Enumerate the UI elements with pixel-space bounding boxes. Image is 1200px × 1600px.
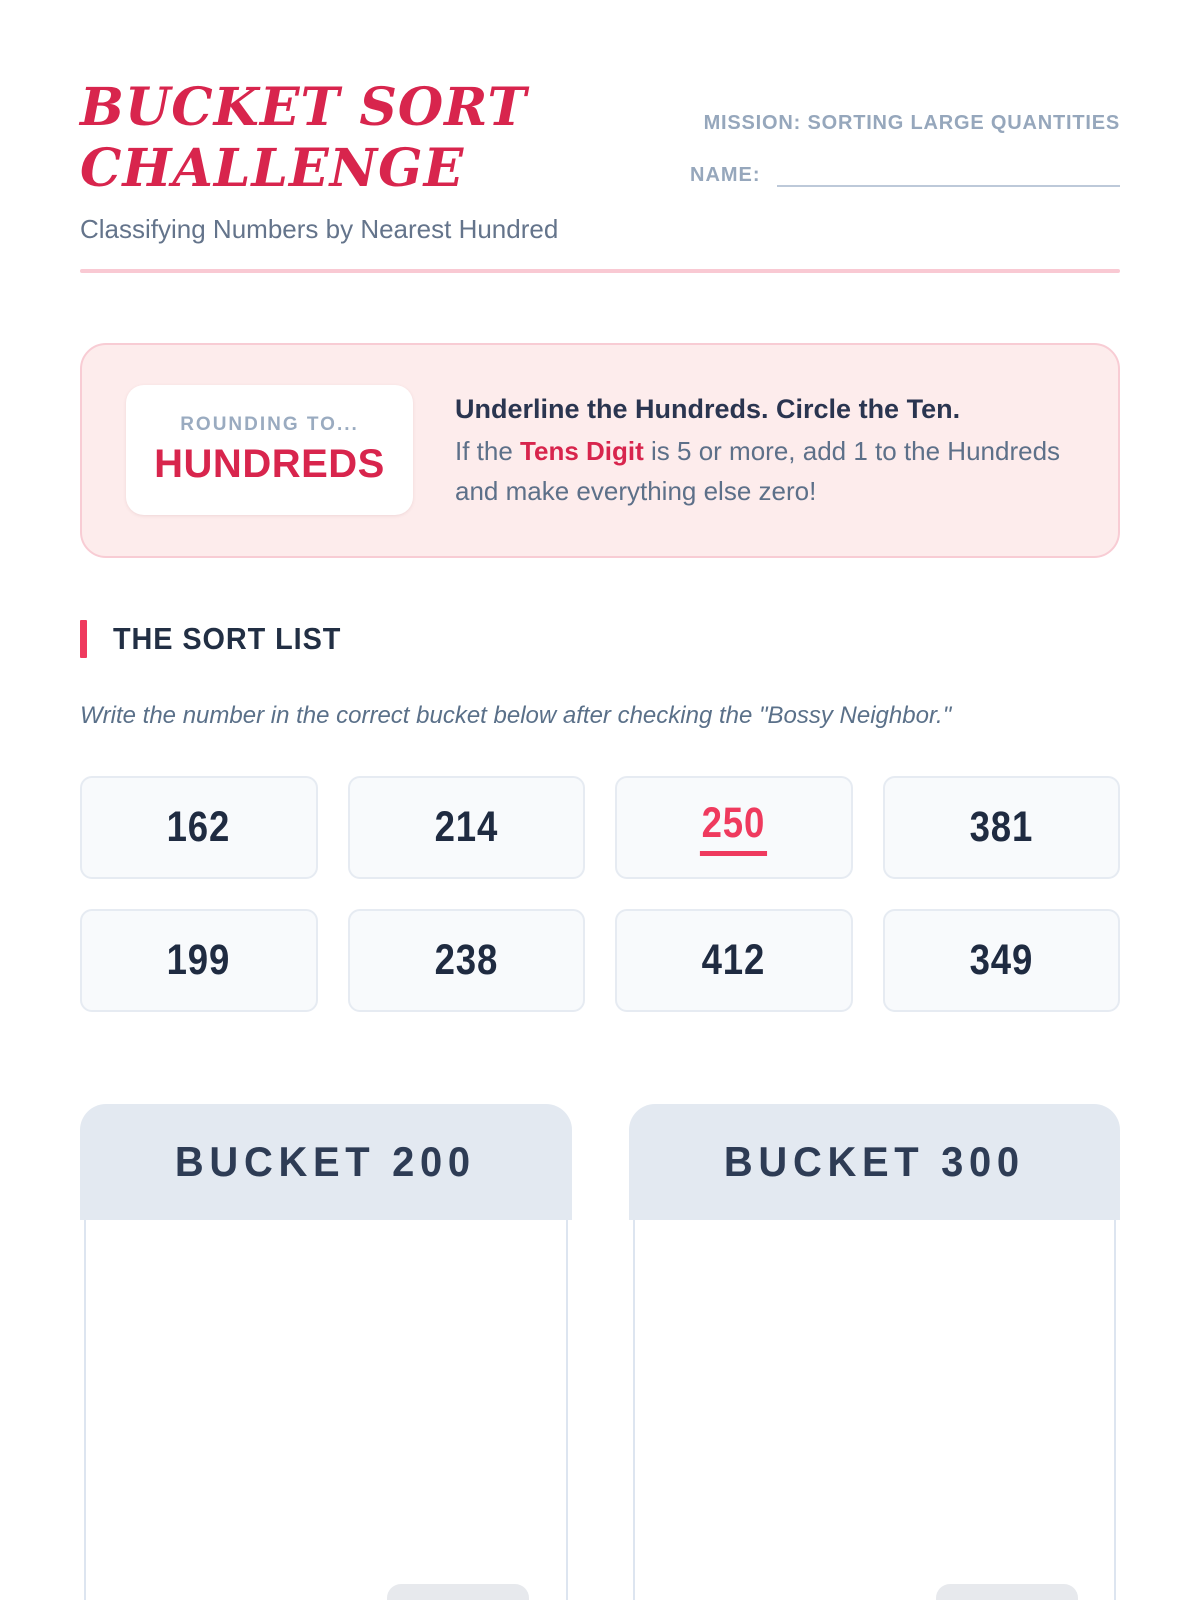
name-input-line[interactable] <box>776 161 1120 187</box>
title-block: BUCKET SORT CHALLENGE Classifying Number… <box>80 77 559 245</box>
number-value: 412 <box>701 935 766 984</box>
number-card-162[interactable]: 162 <box>80 775 318 879</box>
number-value: 238 <box>434 935 499 984</box>
page-title: BUCKET SORT CHALLENGE <box>80 77 558 200</box>
number-value: 162 <box>166 802 231 851</box>
number-card-349[interactable]: 349 <box>882 908 1120 1012</box>
instruction-headline: Underline the Hundreds. Circle the Ten. <box>455 393 961 424</box>
number-value: 214 <box>434 802 499 851</box>
bucket-300-title: BUCKET 300 <box>723 1137 1025 1185</box>
rounding-badge-title: ROUNDING TO... <box>180 413 359 435</box>
name-row: NAME: <box>690 161 1120 187</box>
buckets-row: BUCKET 200 BUCKET 300 <box>80 1103 1120 1600</box>
bucket-300: BUCKET 300 <box>628 1103 1120 1600</box>
name-label: NAME: <box>690 164 761 186</box>
number-card-412[interactable]: 412 <box>615 908 853 1012</box>
header: BUCKET SORT CHALLENGE Classifying Number… <box>80 0 1120 245</box>
rounding-badge-value: HUNDREDS <box>154 441 385 486</box>
number-grid: 162 214 250 381 199 238 412 349 <box>80 775 1120 1012</box>
number-value: 381 <box>969 802 1034 851</box>
number-value: 199 <box>166 935 231 984</box>
section-title: THE SORT LIST <box>113 620 342 656</box>
number-value: 349 <box>969 935 1034 984</box>
instruction-rule-highlight: Tens Digit <box>520 435 644 466</box>
number-card-381[interactable]: 381 <box>882 775 1120 879</box>
bucket-200-title: BUCKET 200 <box>175 1137 477 1185</box>
section-accent-bar <box>80 619 87 658</box>
page-subtitle: Classifying Numbers by Nearest Hundred <box>80 213 559 244</box>
instruction-rule-suffix: is 5 or more, add 1 to the Hundreds and … <box>455 435 1061 507</box>
instruction-rule-prefix: If the <box>455 435 521 466</box>
rounding-badge: ROUNDING TO... HUNDREDS <box>126 385 413 516</box>
mission-label: MISSION: SORTING LARGE QUANTITIES <box>703 112 1120 134</box>
rounding-info-box: ROUNDING TO... HUNDREDS Underline the Hu… <box>80 342 1120 558</box>
number-card-199[interactable]: 199 <box>80 908 318 1012</box>
bucket-200-foot <box>387 1583 530 1600</box>
instruction-text: Underline the Hundreds. Circle the Ten. … <box>455 389 1074 511</box>
page-title-line1: BUCKET SORT <box>80 77 528 138</box>
bucket-200-header: BUCKET 200 <box>80 1103 572 1220</box>
number-card-238[interactable]: 238 <box>347 908 585 1012</box>
bucket-300-foot <box>935 1583 1078 1600</box>
meta-block: MISSION: SORTING LARGE QUANTITIES NAME: <box>690 78 1120 245</box>
bucket-200-drop-area[interactable] <box>84 1219 568 1600</box>
bucket-300-header: BUCKET 300 <box>628 1103 1120 1220</box>
bucket-200: BUCKET 200 <box>80 1103 572 1600</box>
page-title-line2: CHALLENGE <box>80 137 465 199</box>
number-card-214[interactable]: 214 <box>347 775 585 879</box>
header-divider <box>80 268 1120 273</box>
sort-list-section-head: THE SORT LIST <box>80 619 1120 658</box>
bucket-300-drop-area[interactable] <box>632 1219 1116 1600</box>
helper-text: Write the number in the correct bucket b… <box>80 701 952 729</box>
number-value: 250 <box>700 799 768 856</box>
number-card-250-highlighted[interactable]: 250 <box>615 775 853 879</box>
